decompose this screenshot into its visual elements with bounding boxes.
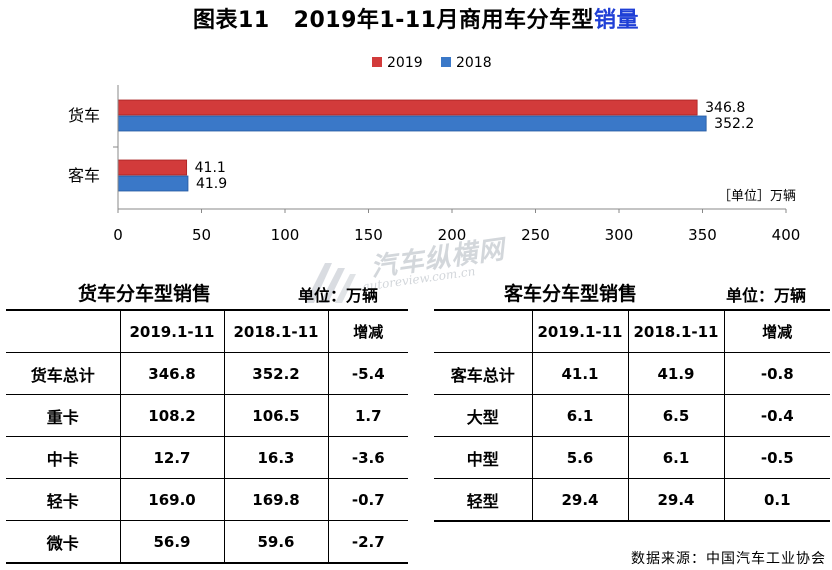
bus-header-2: 2018.1-11: [627, 309, 725, 353]
truck-cell-4-3: -2.7: [327, 520, 408, 564]
table-row: 微卡 56.9 59.6 -2.7: [6, 520, 408, 564]
truck-header-1: 2019.1-11: [119, 309, 225, 353]
truck-table-unit: 单位：万辆: [298, 286, 379, 305]
bar-客车-2019: [117, 159, 188, 176]
truck-cell-0-0: 货车总计: [6, 352, 121, 395]
table-row: 中型 5.6 6.1 -0.5: [434, 436, 830, 479]
bar-货车-2019: [117, 99, 698, 116]
truck-header-3: 增减: [327, 309, 408, 353]
table-row: 货车总计 346.8 352.2 -5.4: [6, 352, 408, 395]
bus-cell-2-3: -0.5: [723, 436, 830, 479]
title-highlight: 销量: [593, 8, 639, 33]
truck-cell-1-2: 106.5: [223, 394, 329, 437]
legend-label-2018: 2018: [456, 55, 492, 71]
truck-header-2: 2018.1-11: [223, 309, 329, 353]
bus-cell-1-2: 6.5: [627, 394, 725, 437]
bus-cell-3-3: 0.1: [723, 478, 830, 522]
table-row: 轻型 29.4 29.4 0.1: [434, 478, 830, 522]
x-tick-label-100: 100: [271, 226, 300, 244]
bus-cell-1-1: 6.1: [531, 394, 629, 437]
data-label-客车-2018: 41.9: [196, 176, 227, 192]
truck-cell-3-0: 轻卡: [6, 478, 121, 521]
bus-cell-1-0: 大型: [434, 394, 533, 437]
truck-header-row: 2019.1-11 2018.1-11 增减: [6, 309, 408, 353]
legend-label-2019: 2019: [387, 55, 423, 71]
category-label-0: 货车: [68, 106, 100, 125]
bus-table-title: 客车分车型销售: [504, 283, 638, 305]
bus-header-row: 2019.1-11 2018.1-11 增减: [434, 309, 830, 353]
bus-cell-0-2: 41.9: [627, 352, 725, 395]
bus-header-1: 2019.1-11: [531, 309, 629, 353]
bar-货车-2018: [117, 115, 707, 132]
x-tick-label-250: 250: [521, 226, 550, 244]
bus-header-3: 增减: [723, 309, 830, 353]
truck-cell-1-3: 1.7: [327, 394, 408, 437]
legend-swatch-2019: [372, 57, 382, 67]
x-tick-label-300: 300: [605, 226, 634, 244]
bus-cell-2-0: 中型: [434, 436, 533, 479]
legend-swatch-2018: [441, 57, 451, 67]
bus-cell-2-2: 6.1: [627, 436, 725, 479]
truck-cell-0-1: 346.8: [119, 352, 225, 395]
bus-cell-0-3: -0.8: [723, 352, 830, 395]
truck-cell-4-1: 56.9: [119, 520, 225, 564]
truck-cell-3-2: 169.8: [223, 478, 329, 521]
truck-cell-3-1: 169.0: [119, 478, 225, 521]
truck-table: 2019.1-11 2018.1-11 增减 货车总计 346.8 352.2 -5.4 重卡…: [6, 309, 408, 564]
x-tick-label-200: 200: [438, 226, 467, 244]
data-label-客车-2019: 41.1: [195, 160, 226, 176]
table-row: 大型 6.1 6.5 -0.4: [434, 394, 830, 437]
truck-cell-3-3: -0.7: [327, 478, 408, 521]
x-tick-label-350: 350: [688, 226, 717, 244]
bus-cell-3-1: 29.4: [531, 478, 629, 522]
truck-cell-2-2: 16.3: [223, 436, 329, 479]
bar-客车-2018: [117, 175, 189, 192]
truck-cell-4-0: 微卡: [6, 520, 121, 564]
truck-cell-2-3: -3.6: [327, 436, 408, 479]
data-label-货车-2019: 346.8: [705, 100, 745, 116]
bus-cell-3-2: 29.4: [627, 478, 725, 522]
table-row: 轻卡 169.0 169.8 -0.7: [6, 478, 408, 521]
x-tick-label-150: 150: [354, 226, 383, 244]
truck-cell-1-1: 108.2: [119, 394, 225, 437]
data-label-货车-2018: 352.2: [714, 116, 754, 132]
title-main: 2019年1-11月商用车分车型: [293, 8, 594, 33]
x-tick-label-50: 50: [192, 226, 211, 244]
bus-header-0: [434, 309, 533, 353]
truck-cell-0-3: -5.4: [327, 352, 408, 395]
bus-cell-0-1: 41.1: [531, 352, 629, 395]
bus-table: 2019.1-11 2018.1-11 增减 客车总计 41.1 41.9 -0.8 大型 6.…: [434, 309, 830, 522]
bus-cell-0-0: 客车总计: [434, 352, 533, 395]
truck-cell-4-2: 59.6: [223, 520, 329, 564]
source-note: 数据来源：中国汽车工业协会: [631, 551, 826, 567]
title-prefix: 图表11: [193, 8, 270, 33]
category-label-1: 客车: [68, 166, 100, 185]
unit-label: ［单位］万辆: [718, 189, 796, 204]
table-row: 中卡 12.7 16.3 -3.6: [6, 436, 408, 479]
bus-table-block: 客车分车型销售 单位：万辆 2019.1-11 2018.1-11 增减 客车总计 41…: [432, 279, 832, 522]
bus-cell-2-1: 5.6: [531, 436, 629, 479]
truck-cell-0-2: 352.2: [223, 352, 329, 395]
x-tick-label-400: 400: [772, 226, 801, 244]
truck-header-0: [6, 309, 121, 353]
truck-cell-2-0: 中卡: [6, 436, 121, 479]
truck-table-title: 货车分车型销售: [78, 283, 212, 305]
bus-cell-3-0: 轻型: [434, 478, 533, 522]
table-row: 客车总计 41.1 41.9 -0.8: [434, 352, 830, 395]
truck-cell-1-0: 重卡: [6, 394, 121, 437]
truck-cell-2-1: 12.7: [119, 436, 225, 479]
bus-cell-1-3: -0.4: [723, 394, 830, 437]
table-row: 重卡 108.2 106.5 1.7: [6, 394, 408, 437]
chart-title: 图表11 2019年1-11月商用车分车型销量: [0, 2, 832, 34]
truck-table-block: 货车分车型销售 单位：万辆 2019.1-11 2018.1-11 增减 货车总计 34…: [0, 279, 408, 564]
x-tick-label-0: 0: [113, 226, 123, 244]
bus-table-unit: 单位：万辆: [726, 286, 807, 305]
